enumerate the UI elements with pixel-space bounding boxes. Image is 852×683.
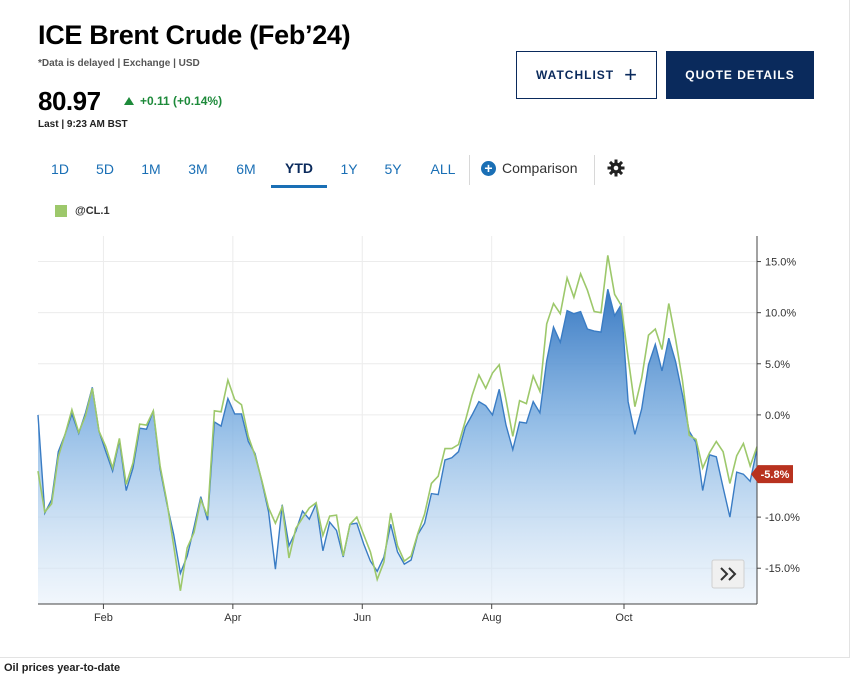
last-price: 80.97 xyxy=(38,86,101,116)
comparison-label: Comparison xyxy=(502,160,578,176)
tab-1y[interactable]: 1Y xyxy=(340,161,358,177)
x-tick-label: Oct xyxy=(615,612,632,624)
quote-details-button[interactable]: QUOTE DETAILS xyxy=(666,51,814,99)
price-change-value: +0.11 (+0.14%) xyxy=(140,94,223,108)
quote-details-label: QUOTE DETAILS xyxy=(685,68,795,82)
legend-swatch xyxy=(55,205,67,217)
y-tick-label: 10.0% xyxy=(765,308,796,320)
watchlist-button[interactable]: WATCHLIST + xyxy=(516,51,657,99)
delay-note: *Data is delayed | Exchange | USD xyxy=(38,58,200,69)
tab-1m[interactable]: 1M xyxy=(141,161,161,177)
page-title: ICE Brent Crude (Feb’24) xyxy=(38,20,351,50)
tab-ytd[interactable]: YTD xyxy=(271,150,327,188)
x-axis-ticks: Feb Apr Jun Aug Oct xyxy=(94,604,633,624)
price-change: +0.11 (+0.14%) xyxy=(124,94,222,108)
tab-all[interactable]: ALL xyxy=(430,161,456,177)
y-tick-label: 0.0% xyxy=(765,410,790,422)
tab-5y[interactable]: 5Y xyxy=(384,161,402,177)
chart-legend: @CL.1 xyxy=(55,205,110,217)
current-value-badge: -5.8% xyxy=(751,465,793,484)
tab-divider xyxy=(469,155,470,185)
y-axis-ticks: 15.0% 10.0% 5.0% 0.0% -10.0% -15.0% xyxy=(757,257,800,575)
plus-icon: + xyxy=(624,62,637,87)
tab-6m[interactable]: 6M xyxy=(236,161,256,177)
gear-icon[interactable] xyxy=(606,158,626,178)
legend-label: @CL.1 xyxy=(75,205,110,217)
x-tick-label: Feb xyxy=(94,612,113,624)
y-tick-label: -10.0% xyxy=(765,512,800,524)
figure-caption: Oil prices year-to-date xyxy=(4,662,121,674)
tab-5d[interactable]: 5D xyxy=(96,161,114,177)
y-tick-label: 15.0% xyxy=(765,257,796,269)
x-tick-label: Jun xyxy=(353,612,371,624)
last-trade-time: Last | 9:23 AM BST xyxy=(38,119,128,130)
scroll-right-button[interactable] xyxy=(711,559,745,589)
settings-divider xyxy=(594,155,595,185)
price-chart[interactable]: 15.0% 10.0% 5.0% 0.0% -10.0% -15.0% Feb Apr Jun… xyxy=(0,230,852,630)
tab-3m[interactable]: 3M xyxy=(188,161,208,177)
double-chevron-right-icon xyxy=(720,567,737,581)
up-triangle-icon xyxy=(124,97,134,105)
y-tick-label: 5.0% xyxy=(765,359,790,371)
badge-shape xyxy=(751,465,793,484)
add-circle-icon: + xyxy=(481,160,496,176)
watchlist-label: WATCHLIST xyxy=(536,68,615,82)
comparison-button[interactable]: + Comparison xyxy=(481,158,577,178)
quote-card: ICE Brent Crude (Feb’24) *Data is delaye… xyxy=(0,0,850,658)
area-series-fill xyxy=(38,289,757,604)
current-value-label: -5.8% xyxy=(761,469,790,481)
x-tick-label: Apr xyxy=(224,612,241,624)
tab-1d[interactable]: 1D xyxy=(51,161,69,177)
cl1-series-line xyxy=(37,255,758,591)
x-tick-label: Aug xyxy=(482,612,502,624)
y-tick-label: -15.0% xyxy=(765,563,800,575)
